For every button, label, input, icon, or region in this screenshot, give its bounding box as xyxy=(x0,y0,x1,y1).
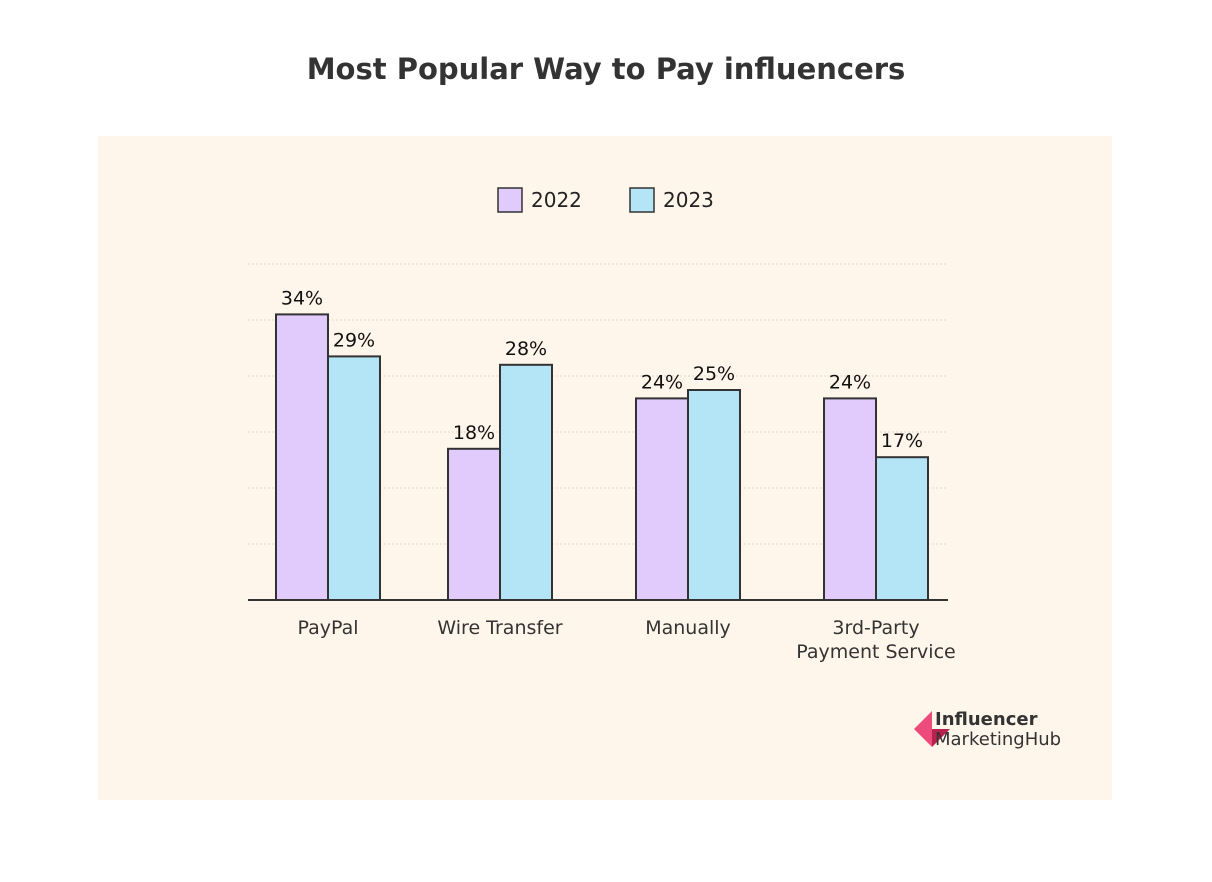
bar-2022-1 xyxy=(447,447,501,601)
legend-swatch-2022 xyxy=(497,187,523,213)
logo-text-1: Influencer xyxy=(935,709,1038,730)
bar-2023-2 xyxy=(687,389,741,601)
chart-panel xyxy=(98,136,1112,800)
legend-swatch-2023 xyxy=(629,187,655,213)
bar-2023-0 xyxy=(327,355,381,601)
data-label: 17% xyxy=(881,430,923,452)
bar-2022-0 xyxy=(275,313,329,601)
logo-icon-shade xyxy=(932,729,950,747)
data-label: 25% xyxy=(693,363,735,385)
data-label: 28% xyxy=(505,338,547,360)
data-label: 34% xyxy=(281,287,323,309)
category-label: 3rd-Party Payment Service xyxy=(796,617,955,663)
category-label: Wire Transfer xyxy=(437,617,562,639)
data-label: 29% xyxy=(333,329,375,351)
data-label: 24% xyxy=(641,371,683,393)
legend-label-2023: 2023 xyxy=(663,188,714,212)
bar-2023-1 xyxy=(499,363,553,601)
chart-title: Most Popular Way to Pay influencers xyxy=(306,52,906,86)
bar-2023-3 xyxy=(875,456,929,602)
bar-2022-3 xyxy=(823,397,877,601)
category-label: Manually xyxy=(645,617,731,639)
data-label: 18% xyxy=(453,422,495,444)
bar-2022-2 xyxy=(635,397,689,601)
data-label: 24% xyxy=(829,371,871,393)
category-label: PayPal xyxy=(297,617,358,639)
logo-icon xyxy=(914,711,932,747)
legend-label-2022: 2022 xyxy=(531,188,582,212)
logo-text-2: MarketingHub xyxy=(935,729,1061,750)
